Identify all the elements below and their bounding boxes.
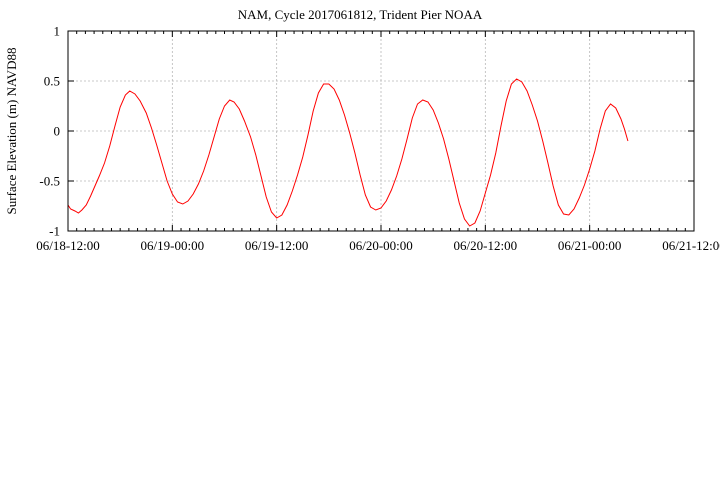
x-tick-label: 06/18-12:00 — [36, 238, 100, 253]
x-tick-label: 06/19-12:00 — [245, 238, 309, 253]
x-tick-label: 06/19-00:00 — [141, 238, 205, 253]
y-tick-label: 0 — [54, 124, 61, 139]
ticks — [67, 30, 695, 232]
tick-labels: 06/18-12:00 06/19-00:00 06/19-12:00 06/20-0… — [36, 24, 720, 254]
y-tick-label: 1 — [54, 24, 61, 39]
series-layer — [67, 78, 629, 227]
x-tick-label: 06/21-12:00 — [662, 238, 720, 253]
x-tick-label: 06/21-00:00 — [558, 238, 622, 253]
x-tick-label: 06/20-12:00 — [454, 238, 518, 253]
chart-title: NAM, Cycle 2017061812, Trident Pier NOAA — [238, 7, 483, 22]
y-tick-label: -0.5 — [39, 174, 60, 189]
x-tick-label: 06/20-00:00 — [349, 238, 413, 253]
y-tick-label: -1 — [49, 224, 60, 239]
grid — [68, 31, 694, 231]
y-tick-label: 0.5 — [44, 74, 60, 89]
series-line — [67, 78, 629, 227]
y-axis-label: Surface Elevation (m) NAVD88 — [4, 48, 19, 215]
